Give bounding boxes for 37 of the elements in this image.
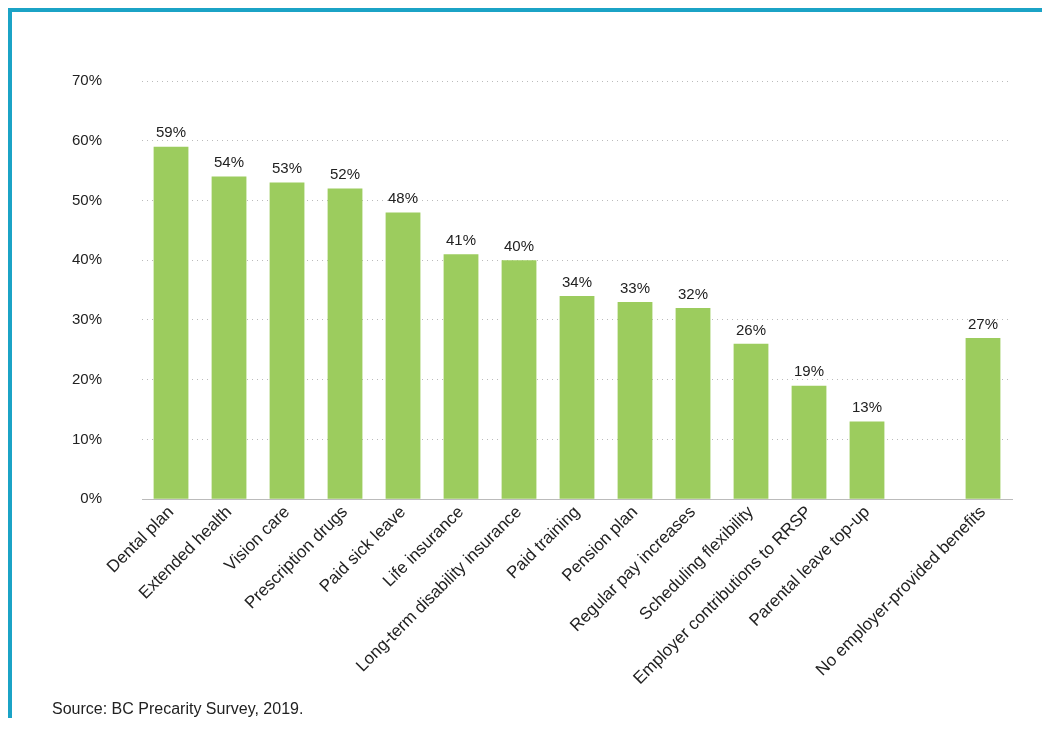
data-label: 48% xyxy=(388,189,419,207)
y-tick-label: 60% xyxy=(71,130,103,148)
data-label: 52% xyxy=(330,165,361,183)
data-label: 53% xyxy=(272,159,303,177)
data-label: 54% xyxy=(214,153,245,171)
data-label: 27% xyxy=(967,314,999,332)
bar xyxy=(675,308,711,499)
y-tick-label: 30% xyxy=(71,310,103,328)
data-label: 26% xyxy=(735,320,767,338)
y-tick-label: 0% xyxy=(80,489,103,507)
bar xyxy=(385,212,421,499)
y-tick-label: 20% xyxy=(71,369,103,387)
bar xyxy=(327,188,363,499)
data-label: 34% xyxy=(562,272,593,290)
bar xyxy=(733,343,769,499)
bar xyxy=(443,254,479,499)
bar xyxy=(849,421,885,499)
data-label: 40% xyxy=(504,236,535,254)
data-label: 41% xyxy=(446,230,477,248)
data-label: 32% xyxy=(677,284,709,302)
bar xyxy=(153,146,189,499)
data-label: 13% xyxy=(851,398,883,416)
y-tick-label: 10% xyxy=(71,429,103,447)
bar xyxy=(791,385,827,499)
data-label: 19% xyxy=(793,362,825,380)
bar xyxy=(501,260,537,499)
bar xyxy=(965,337,1001,499)
source-note: Source: BC Precarity Survey, 2019. xyxy=(52,700,305,718)
data-label: 59% xyxy=(156,123,187,141)
bar xyxy=(617,302,653,499)
bar xyxy=(211,176,247,499)
y-tick-label: 70% xyxy=(71,71,103,89)
y-tick-label: 50% xyxy=(71,190,103,208)
y-tick-label: 40% xyxy=(71,250,103,268)
data-label: 33% xyxy=(619,278,651,296)
bar xyxy=(269,182,305,499)
bar xyxy=(559,296,595,499)
